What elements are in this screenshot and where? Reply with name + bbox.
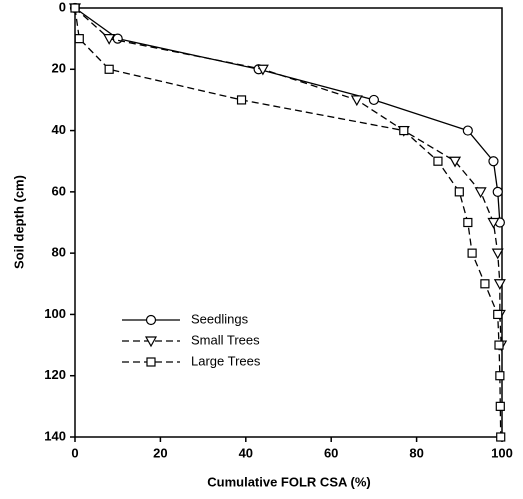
marker	[496, 432, 506, 442]
x-tick-label: 60	[324, 445, 338, 460]
x-tick-label: 40	[239, 445, 253, 460]
marker	[433, 156, 443, 166]
x-tick-label: 20	[153, 445, 167, 460]
marker	[493, 279, 506, 291]
marker	[103, 34, 116, 45]
x-axis-title: Cumulative FOLR CSA (%)	[207, 474, 370, 489]
marker	[70, 3, 80, 13]
x-tick-label: 80	[409, 445, 423, 460]
legend-label: Large Trees	[191, 353, 261, 368]
x-tick-label: 0	[71, 445, 78, 460]
marker	[495, 371, 505, 381]
marker	[492, 186, 503, 197]
marker	[493, 309, 503, 320]
marker	[480, 279, 490, 289]
marker	[491, 248, 504, 260]
y-tick-label: 100	[44, 306, 66, 321]
marker	[236, 95, 247, 105]
series-line	[74, 7, 501, 223]
marker	[474, 187, 487, 199]
y-tick-label: 20	[52, 61, 66, 76]
y-tick-label: 80	[52, 245, 66, 260]
marker	[454, 187, 464, 197]
marker	[104, 64, 114, 74]
marker	[399, 125, 409, 136]
series-line	[74, 7, 502, 438]
marker	[495, 401, 505, 411]
y-tick-label: 0	[59, 0, 66, 14]
y-tick-label: 120	[44, 367, 66, 382]
marker	[256, 64, 269, 76]
plot-frame	[74, 7, 503, 438]
series-line	[74, 7, 502, 346]
marker	[487, 217, 500, 229]
y-axis-title: Soil depth (cm)	[11, 175, 26, 269]
legend-marker	[144, 336, 158, 348]
x-tick-label: 100	[491, 445, 513, 460]
marker	[463, 217, 473, 228]
marker	[467, 248, 477, 258]
marker	[112, 33, 123, 44]
legend-marker	[146, 357, 156, 367]
y-tick-label: 140	[44, 428, 66, 443]
y-tick-label: 60	[52, 183, 66, 198]
marker	[368, 94, 379, 106]
marker	[494, 340, 504, 350]
y-tick-label: 40	[52, 122, 66, 137]
legend-label: Small Trees	[191, 332, 260, 347]
legend-marker	[145, 314, 157, 326]
legend-label: Seedlings	[191, 311, 249, 326]
marker	[350, 95, 363, 107]
marker	[488, 156, 499, 167]
marker	[449, 156, 462, 168]
marker	[74, 34, 84, 44]
marker	[462, 125, 473, 136]
